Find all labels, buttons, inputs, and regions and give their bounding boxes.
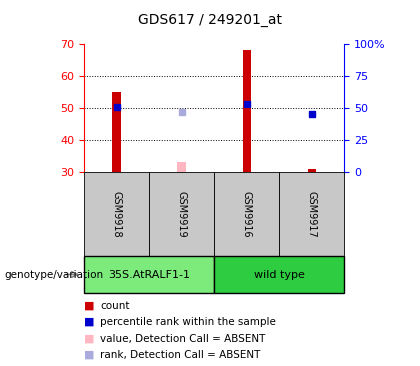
- Text: value, Detection Call = ABSENT: value, Detection Call = ABSENT: [100, 333, 265, 344]
- Bar: [112, 92, 121, 172]
- Text: ■: ■: [84, 317, 94, 327]
- Text: ■: ■: [84, 350, 94, 360]
- Text: wild type: wild type: [254, 269, 305, 280]
- Bar: [177, 163, 186, 172]
- Text: GSM9918: GSM9918: [112, 191, 121, 238]
- Text: GSM9916: GSM9916: [242, 191, 252, 238]
- Text: ■: ■: [84, 333, 94, 344]
- Text: genotype/variation: genotype/variation: [4, 269, 103, 280]
- Text: rank, Detection Call = ABSENT: rank, Detection Call = ABSENT: [100, 350, 260, 360]
- Text: GDS617 / 249201_at: GDS617 / 249201_at: [138, 13, 282, 27]
- Text: ■: ■: [84, 300, 94, 311]
- Bar: [307, 169, 316, 172]
- Text: GSM9917: GSM9917: [307, 191, 317, 238]
- Text: percentile rank within the sample: percentile rank within the sample: [100, 317, 276, 327]
- Text: GSM9919: GSM9919: [177, 191, 186, 238]
- Bar: [242, 51, 251, 172]
- Text: count: count: [100, 300, 129, 311]
- Text: 35S.AtRALF1-1: 35S.AtRALF1-1: [108, 269, 190, 280]
